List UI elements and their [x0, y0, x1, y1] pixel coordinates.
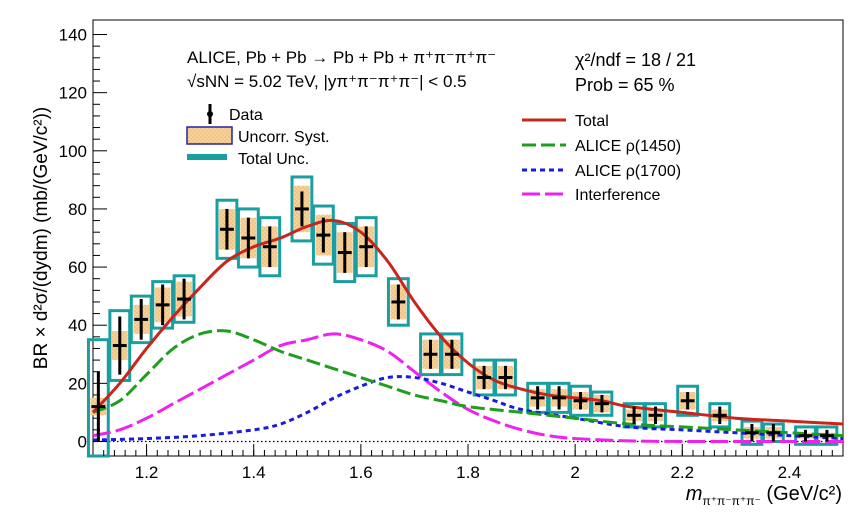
legend-rho1450-label: ALICE ρ(1450)	[575, 138, 681, 155]
x-tick-label: 1.4	[242, 463, 266, 482]
annotation-energy: √sNN = 5.02 TeV, |yπ⁺π⁻π⁺π⁻| < 0.5	[187, 72, 467, 91]
y-axis-label: BR × d²σ/(dydm) (mb/(GeV/c²))	[31, 107, 52, 369]
legend-rho1700-label: ALICE ρ(1700)	[575, 163, 681, 180]
legend-unc-label: Total Unc.	[238, 151, 309, 168]
total-unc-box	[311, 204, 335, 266]
total-unc-box	[472, 358, 496, 397]
annotation-chi2: χ²/ndf = 18 / 21	[575, 50, 696, 70]
annotation-prob: Prob = 65 %	[575, 75, 675, 95]
legend-data-label: Data	[229, 107, 263, 124]
legend-right: Total ALICE ρ(1450) ALICE ρ(1700) Interf…	[522, 113, 681, 204]
total-unc-box	[172, 274, 196, 324]
model-curves	[91, 218, 844, 444]
legend-interference-label: Interference	[575, 187, 660, 204]
total-unc-box	[440, 332, 464, 377]
y-tick-label: 60	[68, 258, 87, 277]
x-axis-label-unit: (GeV/c²)	[761, 483, 842, 505]
y-tick-label: 0	[78, 432, 87, 451]
legend-total-label: Total	[575, 113, 609, 130]
legend-syst-label: Uncorr. Syst.	[238, 129, 330, 146]
y-tick-label: 80	[68, 200, 87, 219]
legend-data-dot	[207, 111, 213, 117]
rho1450-curve	[92, 329, 844, 438]
x-tick-label: 2.4	[778, 463, 802, 482]
total-unc-box	[494, 358, 517, 397]
x-tick-label: 2	[570, 463, 579, 482]
total-unc-box	[236, 207, 260, 269]
total-unc-box	[419, 332, 442, 377]
axis-ticks: 1.2 1.4 1.6 1.8 2 2.2 2.4 0 20 40 60 80 100 120 140	[59, 26, 833, 482]
x-axis-label-var: m	[686, 483, 703, 505]
total-unc-box	[258, 216, 282, 278]
total-unc-box	[290, 175, 314, 243]
interference-curve	[92, 332, 843, 444]
x-axis-label-sub: π⁺π⁻π⁺π⁻	[702, 494, 760, 508]
legend-unc-swatch	[187, 154, 227, 160]
x-axis-label: mπ⁺π⁻π⁺π⁻ (GeV/c²)	[686, 483, 842, 508]
total-unc-box	[129, 294, 153, 345]
legend-left: Data Uncorr. Syst. Total Unc.	[186, 104, 330, 168]
rho1700-curve	[92, 375, 844, 442]
y-tick-label: 140	[59, 26, 87, 45]
y-tick-label: 120	[59, 84, 87, 103]
x-tick-label: 1.6	[349, 463, 373, 482]
y-tick-label: 100	[59, 142, 87, 161]
total-unc-box	[644, 402, 667, 429]
total-curve	[91, 218, 844, 426]
y-tick-label: 40	[68, 316, 87, 335]
syst-boxes	[90, 185, 835, 439]
total-unc-box	[215, 198, 239, 260]
x-tick-label: 2.2	[670, 463, 694, 482]
y-tick-label: 20	[68, 374, 87, 393]
total-unc-box	[676, 384, 700, 417]
total-unc-box	[108, 309, 132, 382]
legend-syst-swatch	[186, 126, 233, 145]
x-tick-label: 1.2	[135, 463, 159, 482]
annotation-process: ALICE, Pb + Pb → Pb + Pb + π⁺π⁻π⁺π⁻	[187, 48, 496, 67]
x-tick-label: 1.8	[456, 463, 480, 482]
